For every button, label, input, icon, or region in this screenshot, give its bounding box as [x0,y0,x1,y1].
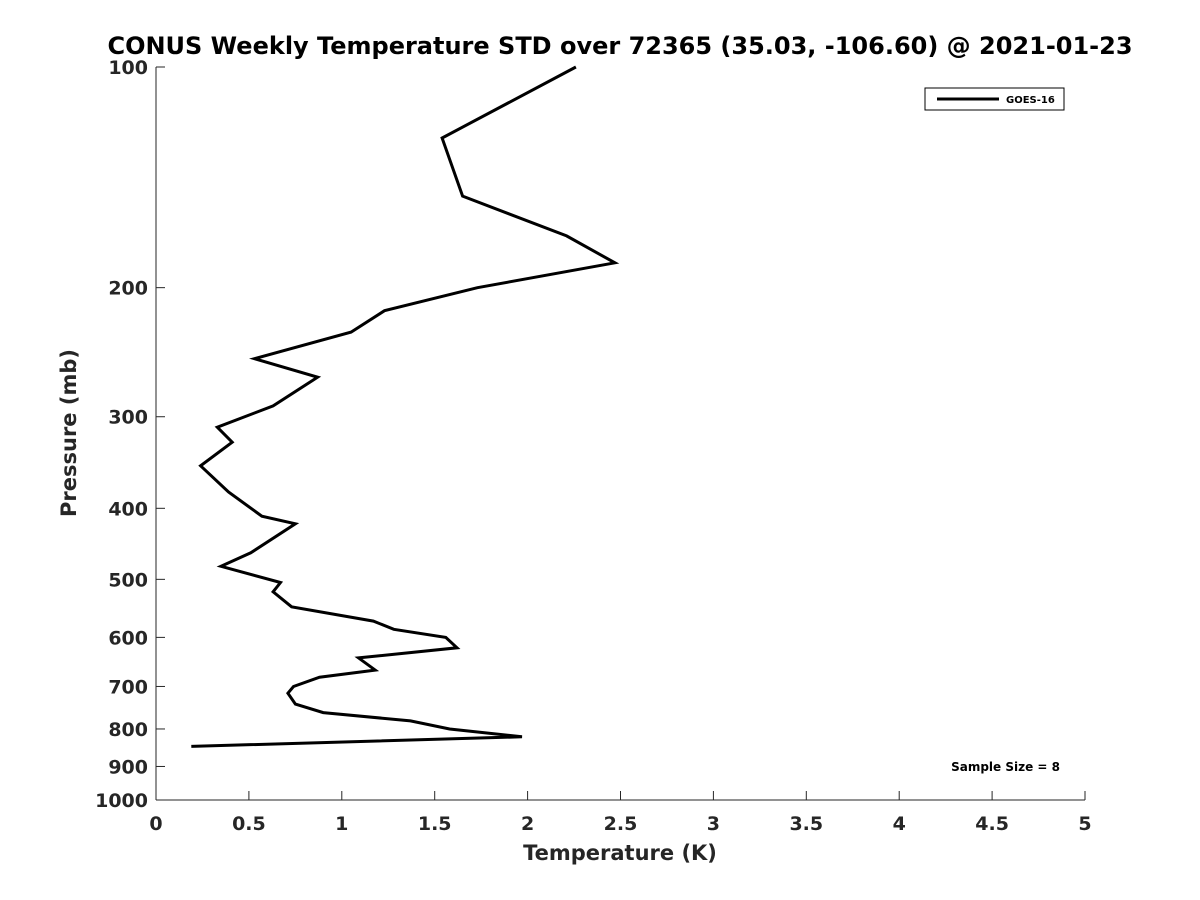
x-tick-label: 2.5 [604,813,638,835]
y-tick-label: 100 [108,57,148,79]
y-tick-label: 600 [108,627,148,649]
y-tick-label: 200 [108,278,148,300]
series-line-0 [191,65,620,748]
chart-title: CONUS Weekly Temperature STD over 72365 … [107,32,1132,60]
x-tick-label: 3.5 [789,813,823,835]
y-tick-label: 900 [108,756,148,778]
y-tick-label: 500 [108,569,148,591]
y-tick-label: 800 [108,719,148,741]
x-tick-label: 0 [149,813,162,835]
x-tick-label: 2 [521,813,534,835]
x-tick-label: 5 [1078,813,1091,835]
legend-entry-goes-16: GOES-16 [1006,95,1055,106]
x-tick-label: 4 [893,813,906,835]
x-tick-label: 1.5 [418,813,452,835]
y-axis-ticks: 100 200 300 400 500 600 700 800 900 1000 [95,57,165,812]
y-axis-label: Pressure (mb) [57,349,81,517]
y-tick-label: 1000 [95,790,148,812]
y-tick-label: 700 [108,676,148,698]
x-tick-label: 1 [335,813,348,835]
y-tick-label: 300 [108,407,148,429]
x-tick-label: 0.5 [232,813,266,835]
legend: GOES-16 [924,87,1065,111]
x-tick-label: 4.5 [975,813,1009,835]
y-tick-label: 400 [108,498,148,520]
x-axis-ticks: 0 0.5 1 1.5 2 2.5 3 3.5 4 4.5 5 [149,791,1092,835]
x-axis-label: Temperature (K) [523,841,717,865]
series-layer [191,65,620,748]
sample-size-annotation: Sample Size = 8 [951,760,1060,774]
x-tick-label: 3 [707,813,720,835]
